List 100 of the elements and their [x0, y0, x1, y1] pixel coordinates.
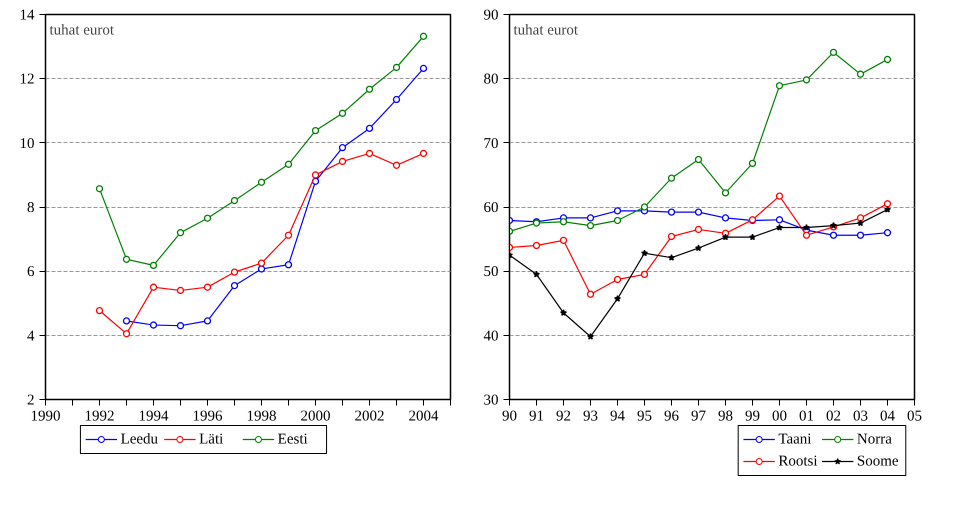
- point: [366, 124, 374, 132]
- x-tick-label: 2002: [354, 408, 384, 424]
- point: [586, 332, 594, 340]
- y-tick-label: 50: [484, 264, 498, 280]
- point: [856, 70, 864, 78]
- point: [668, 208, 676, 216]
- point: [802, 76, 810, 84]
- point: [668, 254, 676, 261]
- y-tick-label: 12: [20, 72, 34, 88]
- x-tick-label: 01: [799, 408, 814, 424]
- x-tick-label: 99: [745, 408, 760, 424]
- x-tick-label: 04: [880, 408, 896, 424]
- point: [586, 214, 594, 222]
- point: [748, 234, 756, 240]
- point: [802, 232, 810, 239]
- point: [392, 162, 400, 169]
- point: [802, 224, 810, 231]
- x-tick-label: 95: [637, 408, 652, 424]
- point: [96, 306, 104, 314]
- y-tick-label: 2: [27, 392, 34, 408]
- point: [258, 260, 266, 267]
- point: [122, 317, 130, 325]
- y-tick-label: 70: [484, 136, 498, 152]
- point: [640, 250, 648, 256]
- x-tick-label: 97: [691, 408, 706, 424]
- x-tick-label: 94: [610, 408, 626, 424]
- x-tick-label: 92: [556, 408, 571, 424]
- x-tick-label: 1996: [192, 408, 223, 424]
- point: [722, 234, 730, 240]
- x-tick-label: 2004: [408, 408, 439, 424]
- legend-label: Leedu: [120, 432, 159, 448]
- legend-label: Läti: [199, 432, 224, 448]
- point: [614, 295, 622, 302]
- point: [312, 127, 320, 134]
- point: [694, 226, 702, 234]
- point: [122, 330, 130, 338]
- y-tick-label: 6: [27, 264, 35, 280]
- point: [884, 200, 892, 208]
- point: [150, 284, 158, 291]
- point: [884, 206, 892, 213]
- x-tick-label: 90: [502, 408, 517, 424]
- point: [204, 214, 212, 222]
- point: [586, 290, 594, 298]
- x-tick-label: 1994: [138, 408, 169, 424]
- y-axis-title: tuhat eurot: [514, 22, 579, 38]
- x-tick-label: 2000: [300, 408, 330, 424]
- point: [586, 222, 594, 230]
- point: [640, 270, 648, 278]
- point: [856, 232, 864, 239]
- y-tick-label: 80: [484, 72, 498, 88]
- point: [284, 261, 292, 268]
- legend-label: Taani: [778, 432, 812, 448]
- y-tick-label: 40: [484, 328, 498, 344]
- point: [884, 56, 892, 64]
- point: [420, 150, 428, 158]
- point: [312, 171, 320, 179]
- legend-label: Eesti: [278, 432, 308, 448]
- point: [748, 160, 756, 168]
- point: [640, 203, 648, 211]
- point: [230, 282, 238, 290]
- point: [776, 192, 784, 200]
- point: [150, 262, 158, 270]
- point: [420, 32, 428, 40]
- point: [284, 160, 292, 168]
- point: [668, 232, 676, 240]
- point: [614, 207, 622, 214]
- point: [694, 208, 702, 216]
- y-tick-label: 60: [484, 200, 498, 216]
- legend-label: Soome: [856, 454, 899, 470]
- point: [150, 321, 158, 329]
- x-tick-label: 98: [718, 408, 733, 424]
- x-tick-label: 03: [853, 408, 868, 424]
- point: [560, 236, 568, 244]
- x-tick-label: 93: [583, 408, 598, 424]
- point: [230, 268, 238, 276]
- y-tick-label: 4: [27, 328, 35, 344]
- point: [284, 232, 292, 239]
- legend-label: Norra: [856, 432, 892, 448]
- point: [614, 276, 622, 284]
- point: [230, 196, 238, 204]
- point: [176, 286, 184, 294]
- point: [532, 242, 540, 250]
- point: [532, 270, 540, 278]
- point: [204, 317, 212, 325]
- point: [392, 96, 400, 104]
- point: [694, 156, 702, 164]
- y-tick-label: 10: [20, 136, 34, 152]
- point: [258, 178, 266, 186]
- point: [122, 256, 130, 263]
- point: [560, 309, 568, 316]
- point: [776, 224, 784, 231]
- point: [776, 216, 784, 224]
- point: [204, 284, 212, 291]
- y-tick-label: 14: [20, 8, 35, 24]
- point: [614, 216, 622, 224]
- point: [722, 189, 730, 197]
- point: [694, 244, 702, 252]
- x-tick-label: 00: [772, 408, 787, 424]
- point: [776, 82, 784, 90]
- point: [830, 232, 838, 239]
